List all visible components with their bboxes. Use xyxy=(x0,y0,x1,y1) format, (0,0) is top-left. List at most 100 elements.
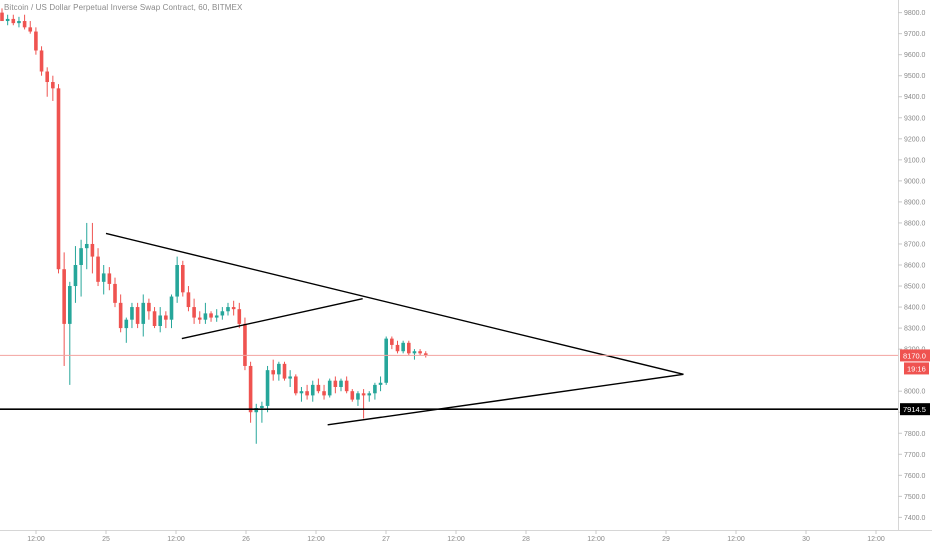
trendline[interactable] xyxy=(181,297,363,340)
candle-body xyxy=(169,296,174,320)
candle-body xyxy=(209,313,213,318)
candle-body xyxy=(214,315,219,318)
y-tick-label: 7500.0 xyxy=(904,494,926,501)
candle-body xyxy=(265,370,270,406)
candle-body xyxy=(34,31,38,51)
support-badge xyxy=(900,403,930,416)
candle-body xyxy=(316,384,321,392)
support-label: 7914.5 xyxy=(903,405,926,414)
x-tick-label: 30 xyxy=(802,536,810,543)
y-tick-label: 7400.0 xyxy=(904,515,926,522)
current-price-label: 8170.0 xyxy=(903,351,926,360)
candle-body xyxy=(220,311,225,316)
candle-body xyxy=(305,391,309,396)
trendline[interactable] xyxy=(105,232,684,376)
candle-body xyxy=(378,382,383,385)
x-tick-label: 12:00 xyxy=(727,536,745,543)
candle-body xyxy=(107,273,112,284)
candle-body xyxy=(294,376,298,394)
candle-body xyxy=(373,384,377,394)
y-tick-label: 8600.0 xyxy=(904,263,926,270)
candle-body xyxy=(271,370,275,375)
y-tick-label: 9500.0 xyxy=(904,73,926,80)
candle-body xyxy=(344,380,349,392)
candle-body xyxy=(141,302,146,324)
y-tick-label: 9600.0 xyxy=(904,52,926,59)
candle-body xyxy=(152,311,157,326)
x-tick-label: 12:00 xyxy=(447,536,465,543)
y-tick-label: 7700.0 xyxy=(904,452,926,459)
x-tick-label: 27 xyxy=(382,536,390,543)
y-tick-label: 7800.0 xyxy=(904,431,926,438)
candle-body xyxy=(181,265,185,293)
candle-body xyxy=(277,363,281,375)
y-tick-label: 9400.0 xyxy=(904,94,926,101)
candle-body xyxy=(96,256,100,282)
y-tick-label: 8700.0 xyxy=(904,241,926,248)
candle-body xyxy=(0,12,4,22)
candle-body xyxy=(322,391,326,396)
y-tick-label: 8000.0 xyxy=(904,389,926,396)
candle-body xyxy=(327,380,332,396)
candle-body xyxy=(254,408,259,413)
y-tick-label: 8500.0 xyxy=(904,284,926,291)
y-tick-label: 9800.0 xyxy=(904,10,926,17)
candle-body xyxy=(282,363,287,379)
candle-body xyxy=(45,71,49,83)
x-tick-label: 26 xyxy=(242,536,250,543)
candle-body xyxy=(367,393,372,396)
candle-body xyxy=(423,353,428,356)
candle-body xyxy=(164,315,168,320)
candle-body xyxy=(79,248,83,265)
candle-body xyxy=(203,313,208,320)
candle-body xyxy=(390,338,394,345)
y-tick-label: 9700.0 xyxy=(904,31,926,38)
y-tick-label: 7600.0 xyxy=(904,473,926,480)
candles xyxy=(0,8,428,444)
candle-body xyxy=(84,243,89,249)
x-tick-label: 12:00 xyxy=(587,536,605,543)
candle-body xyxy=(147,302,151,312)
trendline[interactable] xyxy=(327,373,684,426)
candle-body xyxy=(361,393,366,396)
candle-body xyxy=(5,18,10,22)
candle-body xyxy=(62,269,66,324)
time-axis[interactable]: 12:00 25 12:00 26 12:00 27 12:00 28 12:00 29 12:00… xyxy=(0,530,932,543)
x-tick-label: 25 xyxy=(102,536,110,543)
candle-body xyxy=(339,380,343,387)
y-tick-label: 9100.0 xyxy=(904,157,926,164)
candle-body xyxy=(113,283,117,303)
candle-body xyxy=(130,307,134,320)
candle-body xyxy=(175,265,179,297)
candle-body xyxy=(310,384,315,396)
candle-body xyxy=(418,351,422,354)
candle-body xyxy=(39,50,44,72)
candle-body xyxy=(333,380,338,387)
candle-body xyxy=(299,391,304,394)
candle-body xyxy=(17,21,21,24)
candle-body xyxy=(288,376,292,379)
candle-body xyxy=(243,323,247,366)
countdown-label: 19:16 xyxy=(907,364,926,373)
x-tick-label: 29 xyxy=(662,536,670,543)
candle-body xyxy=(401,342,405,352)
current-price-badge xyxy=(900,349,930,362)
x-tick-label: 12:00 xyxy=(167,536,185,543)
price-axis[interactable]: 9800.0 9700.0 9600.0 9500.0 9400.0 9300.0 9200… xyxy=(898,0,932,550)
x-tick-label: 12:00 xyxy=(307,536,325,543)
x-tick-label: 28 xyxy=(522,536,530,543)
candle-body xyxy=(90,243,95,257)
y-tick-label: 8900.0 xyxy=(904,199,926,206)
y-tick-label: 8400.0 xyxy=(904,305,926,312)
x-tick-label: 12:00 xyxy=(867,536,885,543)
price-levels xyxy=(0,354,898,410)
candle-body xyxy=(350,391,355,400)
trendlines xyxy=(105,232,684,426)
candle-body xyxy=(101,273,106,282)
countdown-badge xyxy=(904,362,929,375)
candle-body xyxy=(158,315,162,326)
candle-body xyxy=(237,309,242,324)
candle-body xyxy=(28,27,33,32)
y-tick-label: 8800.0 xyxy=(904,220,926,227)
